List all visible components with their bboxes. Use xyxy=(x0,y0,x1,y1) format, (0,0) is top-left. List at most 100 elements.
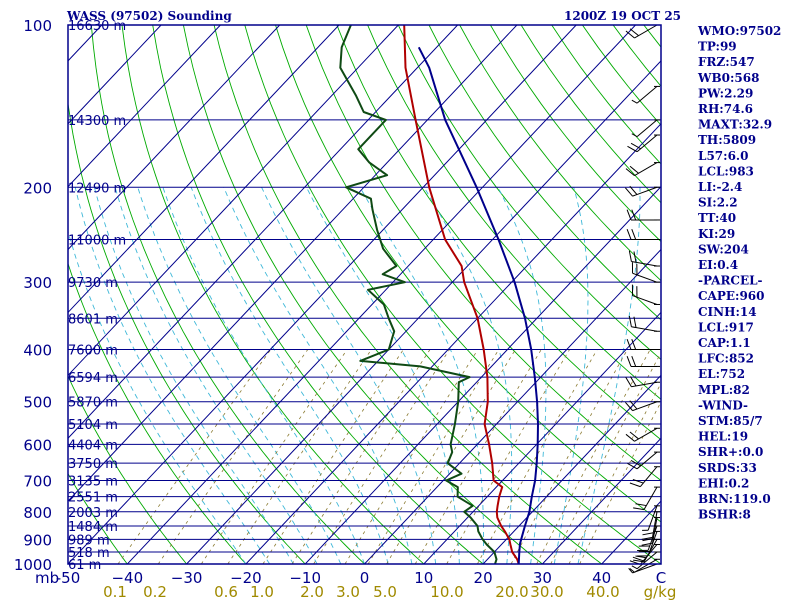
wind-barb xyxy=(627,134,660,153)
wind-barb-flag xyxy=(635,503,647,507)
wind-barb-flag xyxy=(629,568,635,573)
wind-barb-flag xyxy=(631,565,638,570)
wind-barb-flag xyxy=(632,556,644,562)
index-value: WB0:568 xyxy=(697,71,759,85)
wind-barb-flag xyxy=(631,355,637,367)
index-value: WMO:97502 xyxy=(697,24,781,38)
wind-barb-flag xyxy=(625,377,632,387)
index-value: CAP:1.1 xyxy=(698,336,751,350)
wind-barb xyxy=(625,185,660,197)
wind-barb-flag xyxy=(626,209,632,221)
index-value: FRZ:547 xyxy=(698,55,755,69)
index-value: MAXT:32.9 xyxy=(698,118,772,132)
wind-barb-staff xyxy=(632,401,658,412)
plot-frame xyxy=(67,24,662,565)
index-value: SI:2.2 xyxy=(698,196,738,210)
pressure-tick-label: 100 xyxy=(23,17,52,35)
wind-barb-flag xyxy=(628,250,632,262)
wind-barb xyxy=(631,119,660,138)
height-label: 1484 m xyxy=(68,520,118,535)
mixing-ratio-line xyxy=(117,349,272,564)
temperature-tick-label: −10 xyxy=(289,569,321,587)
parcel-line xyxy=(417,46,539,564)
wind-barb xyxy=(631,284,660,305)
temperature-tick-label: 40 xyxy=(592,569,611,587)
height-label: 2551 m xyxy=(68,491,118,506)
temperature-tick-label: -50 xyxy=(56,569,81,587)
dry-adiabat-line xyxy=(152,25,484,564)
wind-barb-flag xyxy=(629,185,638,195)
temperature-tick-label: −30 xyxy=(171,569,203,587)
chart-valid-time: 1200Z 19 OCT 25 xyxy=(564,9,681,23)
mixing-ratio-label: 40.0 xyxy=(586,583,619,600)
wind-barb-flag xyxy=(625,168,635,176)
mixing-ratio-line xyxy=(568,382,661,564)
isotherm-line xyxy=(68,25,221,188)
isotherm-line xyxy=(304,185,661,564)
temperature-tick-label: 30 xyxy=(533,569,552,587)
mixing-ratio-label: 0.2 xyxy=(143,583,167,600)
wind-barb xyxy=(627,451,660,470)
height-label: 7600 m xyxy=(68,344,118,359)
wind-barb xyxy=(625,427,660,442)
background-grid xyxy=(68,25,661,564)
index-value: BSHR:8 xyxy=(698,508,751,522)
wind-barb-flag xyxy=(629,482,641,488)
height-label: 2003 m xyxy=(68,506,118,521)
height-label: 12490 m xyxy=(68,181,126,196)
wind-barb-flag xyxy=(631,99,638,104)
wind-barb-flag xyxy=(631,339,637,350)
wind-barb-flag xyxy=(626,229,632,240)
wind-barb-flag xyxy=(629,431,639,440)
index-value: LFC:852 xyxy=(698,352,754,366)
wind-barb xyxy=(625,162,660,177)
dry-adiabat-line xyxy=(244,25,661,564)
isotherm-line xyxy=(482,374,661,564)
temperature-tick-label: 20 xyxy=(474,569,493,587)
isotherm-line xyxy=(126,25,636,564)
wind-barb xyxy=(625,24,660,39)
wind-barb-flag xyxy=(628,568,633,574)
wind-barb-staff xyxy=(634,427,658,442)
isotherm-line xyxy=(68,25,577,564)
isotherm-line xyxy=(68,25,399,377)
moist-adiabat-line xyxy=(93,187,294,564)
index-value: -WIND- xyxy=(698,398,748,412)
pressure-tick-label: 600 xyxy=(23,436,52,454)
wind-barb-staff xyxy=(634,162,658,177)
wind-barb-flag xyxy=(630,142,641,150)
temperature-tick-label: 10 xyxy=(414,569,433,587)
wind-barb-flag xyxy=(625,187,633,197)
wind-barb-staff xyxy=(636,86,658,104)
chart-title: WASS (97502) Sounding xyxy=(66,9,232,23)
wind-barb xyxy=(631,85,660,104)
wind-barb-staff xyxy=(632,295,658,305)
wind-barb-flag xyxy=(626,339,632,350)
pressure-tick-label: 400 xyxy=(23,342,52,360)
pressure-tick-label: 700 xyxy=(23,473,52,491)
index-value: SHR+:0.0 xyxy=(698,445,763,459)
height-label: 8601 m xyxy=(68,312,118,327)
wind-barb-flag xyxy=(631,209,637,221)
mixing-ratio-line xyxy=(510,349,628,564)
wind-barb xyxy=(628,250,660,267)
wind-barb-flag xyxy=(630,459,641,467)
pressure-tick-label: 800 xyxy=(23,504,52,522)
pressure-tick-label: 900 xyxy=(23,531,52,549)
temperature-tick-label: C xyxy=(656,569,666,587)
wind-barb-flag xyxy=(629,400,638,410)
index-value: CINH:14 xyxy=(698,305,757,319)
mixing-ratio-label: 30.0 xyxy=(530,583,563,600)
height-label: 518 m xyxy=(68,546,110,561)
wind-barb-staff xyxy=(636,119,658,138)
height-label: 5870 m xyxy=(68,396,118,411)
wind-barb-flag xyxy=(625,433,635,442)
temperature-tick-label: 0 xyxy=(360,569,370,587)
wind-barb-flag xyxy=(629,376,637,387)
wind-barb xyxy=(626,339,660,351)
index-value: LI:-2.4 xyxy=(698,180,742,194)
temperature-line xyxy=(403,25,520,564)
wind-barb xyxy=(641,517,660,546)
height-label: 989 m xyxy=(68,533,110,548)
